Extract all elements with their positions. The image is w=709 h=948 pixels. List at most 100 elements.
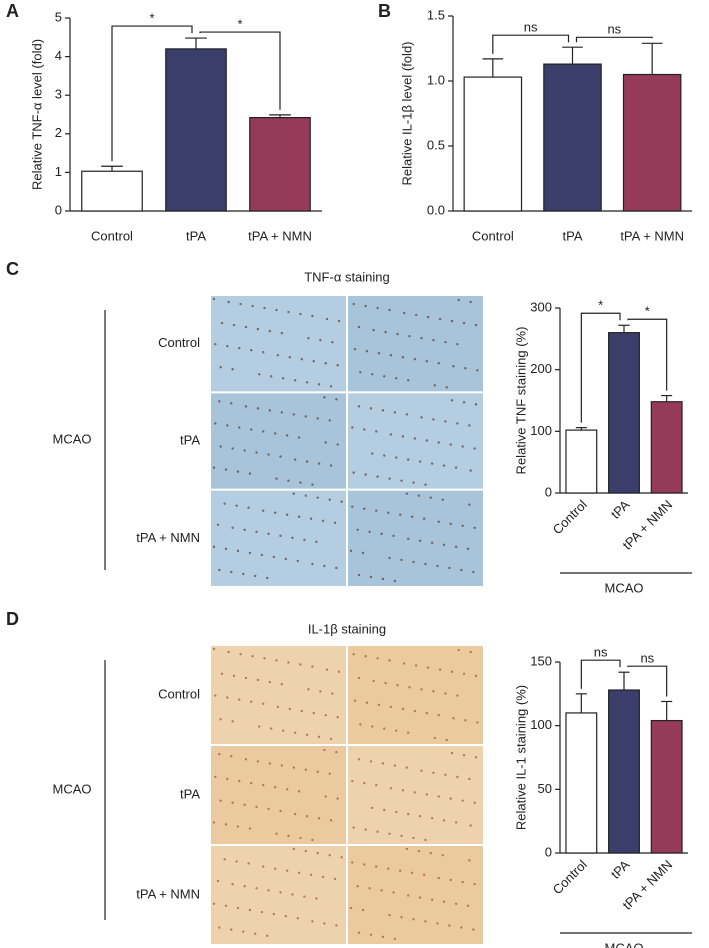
cell-dot: [281, 377, 285, 380]
x-tick-label: Control: [472, 228, 514, 243]
cell-dot: [293, 812, 297, 816]
cell-dot: [273, 511, 277, 514]
cell-dot: [469, 650, 472, 654]
staining-title: IL-1β staining: [308, 621, 386, 636]
cell-dot: [420, 416, 423, 419]
cell-dot: [307, 688, 310, 691]
cell-dot: [405, 766, 409, 769]
cell-dot: [352, 652, 355, 656]
cell-dot: [232, 674, 236, 678]
cell-dot: [363, 428, 366, 431]
cell-dot: [242, 930, 245, 933]
cell-dot: [248, 472, 252, 475]
cell-dot: [412, 836, 415, 840]
row-label: Control: [158, 335, 200, 350]
cell-dot: [287, 661, 290, 664]
cell-dot: [393, 764, 397, 767]
group-label: MCAO: [605, 940, 644, 948]
cell-dot: [433, 384, 436, 387]
cell-dot: [400, 834, 403, 838]
cell-dot: [238, 779, 241, 783]
cell-dot: [299, 481, 302, 484]
cell-dot: [368, 887, 371, 890]
cell-dot: [226, 344, 229, 348]
cell-dot: [412, 918, 415, 921]
cell-dot: [418, 539, 422, 543]
row-label: Control: [158, 686, 200, 701]
cell-dot: [381, 577, 385, 581]
cell-dot: [291, 536, 294, 540]
cell-dot: [425, 439, 429, 442]
cell-dot: [285, 513, 289, 516]
cell-dot: [309, 873, 313, 877]
cell-dot: [376, 475, 379, 478]
cell-dot: [408, 686, 411, 689]
cell-dot: [364, 828, 367, 831]
cell-dot: [287, 310, 290, 314]
cell-dot: [429, 851, 432, 855]
cell-dot: [473, 882, 476, 886]
y-tick-label: 1.0: [427, 72, 445, 87]
cell-dot: [437, 520, 440, 523]
cell-dot: [454, 466, 458, 469]
cell-dot: [331, 340, 334, 344]
cell-dot: [305, 733, 309, 736]
cell-dot: [466, 547, 470, 551]
cell-dot: [429, 496, 432, 499]
cell-dot: [316, 496, 319, 499]
cell-dot: [383, 727, 386, 730]
cell-dot: [424, 483, 427, 486]
cell-dot: [280, 331, 284, 335]
row-label: tPA: [180, 786, 200, 801]
cell-dot: [462, 321, 466, 325]
cell-dot: [436, 922, 439, 925]
cell-dot: [377, 352, 381, 355]
cell-dot: [452, 365, 455, 368]
cell-dot: [255, 887, 258, 890]
cell-dot: [425, 793, 429, 796]
cell-dot: [260, 910, 264, 914]
cell-dot: [262, 430, 265, 433]
cell-dot: [262, 865, 265, 868]
cell-dot: [384, 681, 387, 685]
cell-dot: [317, 817, 321, 820]
significance-bracket: [111, 25, 193, 162]
cell-dot: [275, 477, 278, 480]
cell-dot: [324, 362, 327, 365]
cell-dot: [255, 530, 258, 534]
cell-dot: [369, 575, 373, 579]
cell-dot: [352, 826, 355, 829]
cell-dot: [303, 538, 306, 542]
cell-dot: [224, 823, 228, 826]
cell-dot: [328, 419, 331, 422]
cell-dot: [329, 737, 333, 741]
cell-dot: [472, 928, 475, 931]
bar: [249, 116, 311, 212]
cell-dot: [285, 434, 289, 437]
cell-dot: [336, 364, 339, 367]
cell-dot: [284, 914, 288, 918]
cell-dot: [279, 455, 282, 458]
cell-dot: [381, 409, 385, 412]
cell-dot: [312, 711, 315, 715]
cell-dot: [430, 541, 434, 545]
cell-dot: [280, 682, 284, 686]
cell-dot: [349, 906, 353, 910]
cell-dot: [224, 547, 228, 551]
cell-dot: [356, 885, 359, 888]
cell-dot: [311, 665, 314, 668]
cell-dot: [388, 477, 391, 480]
cell-dot: [212, 647, 216, 651]
cell-dot: [457, 298, 460, 302]
bar: [565, 429, 598, 494]
row-label: tPA + NMN: [136, 886, 200, 901]
cell-dot: [361, 551, 365, 555]
cell-dot: [383, 375, 386, 378]
cell-dot: [325, 668, 329, 671]
cell-dot: [284, 557, 288, 561]
cell-dot: [250, 428, 253, 431]
cell-dot: [356, 528, 359, 532]
cell-dot: [460, 568, 463, 572]
bar: [165, 48, 227, 212]
cell-dot: [335, 924, 338, 927]
